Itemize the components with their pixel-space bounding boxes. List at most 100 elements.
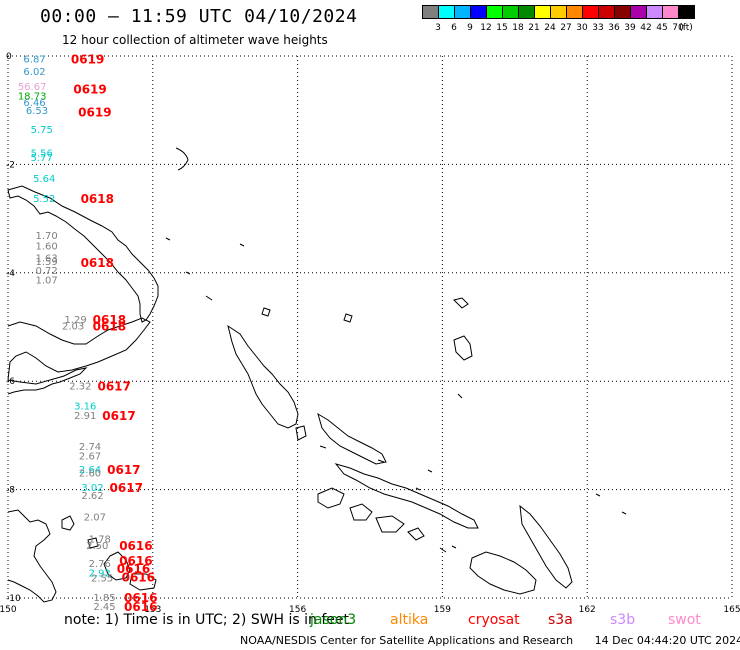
wave-height-value: 1.63 [35, 254, 57, 265]
wave-height-value: 5.56 [31, 148, 53, 159]
wave-height-value: 2.50 [86, 541, 108, 552]
color-scale-tick: 21 [528, 23, 540, 33]
generated-timestamp: 14 Dec 04:44:20 UTC 2024 [594, 634, 740, 647]
wave-height-value: 2.62 [81, 491, 103, 502]
santa-isabel-coastline [334, 463, 479, 529]
latitude-tick-label: -6 [6, 377, 15, 387]
pass-time-label: 0618 [81, 256, 114, 270]
color-scale-legend: 3 6 9 12 15 18 21 24 27 30 33 36 39 42 45 70 (ft) [422, 5, 695, 33]
longitude-tick-label: 156 [289, 605, 306, 615]
wave-height-value: 1.59 [35, 257, 57, 268]
wave-height-value: 2.74 [79, 442, 101, 453]
wave-height-value: 2.67 [79, 451, 101, 462]
pass-time-label: 0617 [97, 380, 130, 394]
pass-time-label: 0616 [119, 554, 152, 568]
latitude-tick-label: 0 [6, 52, 12, 62]
latitude-tick-label: -10 [6, 594, 21, 604]
color-scale-tick: 9 [467, 23, 473, 33]
wave-height-value: 1.78 [89, 534, 111, 545]
longitude-tick-label: 162 [579, 605, 596, 615]
new-guinea-east-coastline [61, 515, 157, 591]
wave-height-value: 2.92 [89, 569, 111, 580]
pass-time-label: 0617 [102, 409, 135, 423]
color-scale-tick: 3 [435, 23, 441, 33]
latitude-tick-label: -8 [6, 486, 15, 496]
wave-height-value: 2.55 [91, 573, 113, 584]
wave-height-value: 56.67 [18, 82, 47, 93]
wave-height-value: 5.52 [33, 194, 55, 205]
pass-time-label: 0618 [93, 319, 126, 333]
color-scale-labels: 3 6 9 12 15 18 21 24 27 30 33 36 39 42 45 70 (ft) [422, 23, 740, 37]
page-subtitle: 12 hour collection of altimeter wave hei… [62, 33, 328, 47]
wave-height-value: 2.03 [62, 321, 84, 332]
pass-time-label: 0619 [78, 105, 111, 119]
color-scale-tick: 36 [608, 23, 620, 33]
wave-height-value: 0.72 [35, 266, 57, 277]
wave-height-value: 2.45 [93, 602, 115, 613]
mission-jason3: jason3 [310, 612, 357, 628]
mission-cryosat: cryosat [468, 612, 520, 628]
longitude-tick-label: 150 [0, 605, 17, 615]
mission-swot: swot [668, 612, 701, 628]
pass-time-label: 0616 [124, 591, 157, 605]
color-scale-tick: 33 [592, 23, 604, 33]
color-scale-unit: (ft) [679, 23, 693, 33]
color-scale-tick: 12 [480, 23, 492, 33]
small-islands [165, 147, 627, 553]
guadalcanal-coastline [469, 551, 537, 595]
wave-height-value: 2.91 [74, 411, 96, 422]
color-scale-tick: 70 [672, 23, 684, 33]
wave-height-value: 18.73 [18, 92, 47, 103]
color-scale-tick: 42 [640, 23, 652, 33]
wave-height-value: 2.64 [79, 465, 101, 476]
color-scale-tick: 30 [576, 23, 588, 33]
pass-time-label: 0618 [93, 313, 126, 327]
pass-time-label: 0616 [119, 539, 152, 553]
wave-height-value: 1.70 [35, 231, 57, 242]
color-scale-swatches [422, 5, 695, 19]
wave-height-value: 5.77 [31, 153, 53, 164]
new-ireland-coastline [7, 185, 159, 323]
wave-height-value: 5.75 [31, 125, 53, 136]
longitude-tick-label: 153 [144, 605, 161, 615]
color-scale-tick: 27 [560, 23, 572, 33]
pass-time-labels: 0619061906190618061806180618061706170617… [71, 53, 157, 614]
bougainville-coastline [227, 324, 299, 429]
wave-height-value: 2.76 [89, 559, 111, 570]
new-guinea-coastline [7, 509, 57, 603]
longitude-tick-label: 165 [723, 605, 740, 615]
pass-time-label: 0616 [117, 562, 150, 576]
pass-time-label: 0616 [122, 570, 155, 584]
color-scale-tick: 6 [451, 23, 457, 33]
agency-credit: NOAA/NESDIS Center for Satellite Applica… [240, 634, 574, 647]
color-scale-tick: 24 [544, 23, 556, 33]
wave-height-value: 2.60 [79, 468, 101, 479]
color-scale-tick: 18 [512, 23, 524, 33]
footer: NOAA/NESDIS Center for Satellite Applica… [240, 634, 740, 647]
mission-s3b: s3b [610, 612, 636, 628]
pass-time-label: 0619 [73, 83, 106, 97]
color-scale-tick: 15 [496, 23, 508, 33]
wave-height-value: 5.64 [33, 174, 55, 185]
wave-height-value: 6.02 [23, 67, 45, 78]
wave-height-value: 2.32 [69, 382, 91, 393]
latitude-tick-label: -4 [6, 269, 15, 279]
coastlines [7, 147, 627, 603]
latitude-tick-label: -2 [6, 160, 15, 170]
pass-time-label: 0619 [71, 53, 104, 67]
wave-height-value: 3.02 [81, 483, 103, 494]
mission-s3a: s3a [548, 612, 573, 628]
wave-height-value: 1.85 [93, 593, 115, 604]
mission-altika: altika [390, 612, 429, 628]
units-note: note: 1) Time is in UTC; 2) SWH is in fe… [64, 612, 350, 628]
map-gridlines [7, 55, 733, 599]
wave-height-value: 2.07 [84, 513, 106, 524]
wave-height-value: 1.60 [35, 242, 57, 253]
wave-height-value: 3.16 [74, 402, 96, 413]
wave-height-value: 6.46 [23, 98, 45, 109]
color-swatch [678, 5, 695, 19]
axis-tick-labels: 150 153 156 159 162 165 0 -2 -4 -6 -8 -10 [0, 52, 740, 615]
choiseul-coastline [317, 412, 387, 465]
